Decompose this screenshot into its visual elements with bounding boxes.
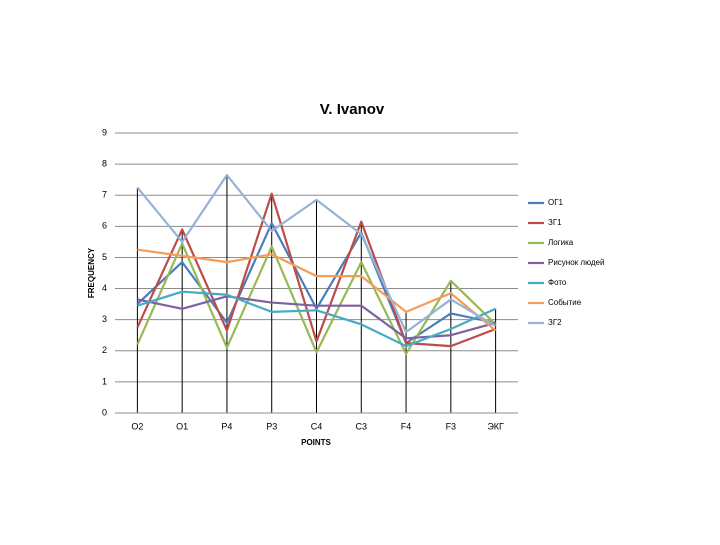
y-tick-label: 5 [102, 252, 107, 262]
legend-label: ЗГ1 [548, 218, 562, 227]
y-tick-label: 9 [102, 127, 107, 137]
y-tick-label: 2 [102, 345, 107, 355]
x-tick-label: C3 [356, 421, 368, 431]
x-tick-label: C4 [311, 421, 323, 431]
y-tick-label: 3 [102, 314, 107, 324]
legend-label: Логика [548, 238, 574, 247]
x-tick-label: F3 [446, 421, 457, 431]
y-tick-label: 0 [102, 407, 107, 417]
y-axis-title: FREQUENCY [87, 247, 96, 298]
series-line [137, 290, 497, 348]
x-tick-label: P4 [221, 421, 232, 431]
x-tick-label: P3 [266, 421, 277, 431]
series-line [136, 192, 497, 348]
series-line [136, 222, 496, 345]
legend-label: Фото [548, 278, 567, 287]
legend-label: Событие [548, 298, 582, 307]
y-tick-label: 6 [102, 221, 107, 231]
series-line [137, 248, 497, 332]
legend-label: ОГ1 [548, 198, 564, 207]
y-tick-label: 1 [102, 376, 107, 386]
legend-label: Рисунок людей [548, 258, 604, 267]
y-tick-label: 8 [102, 158, 107, 168]
y-tick-label: 7 [102, 190, 107, 200]
y-tick-label: 4 [102, 283, 107, 293]
series-line [137, 295, 496, 340]
x-tick-label: O2 [131, 421, 143, 431]
chart-title: V. Ivanov [320, 101, 385, 118]
series-line [136, 173, 497, 334]
x-tick-label: ЭКГ [487, 421, 504, 431]
x-tick-label: F4 [401, 421, 412, 431]
x-tick-label: O1 [176, 421, 188, 431]
legend-label: ЗГ2 [548, 318, 562, 327]
series-line [136, 242, 497, 355]
x-axis-title: POINTS [301, 438, 331, 447]
